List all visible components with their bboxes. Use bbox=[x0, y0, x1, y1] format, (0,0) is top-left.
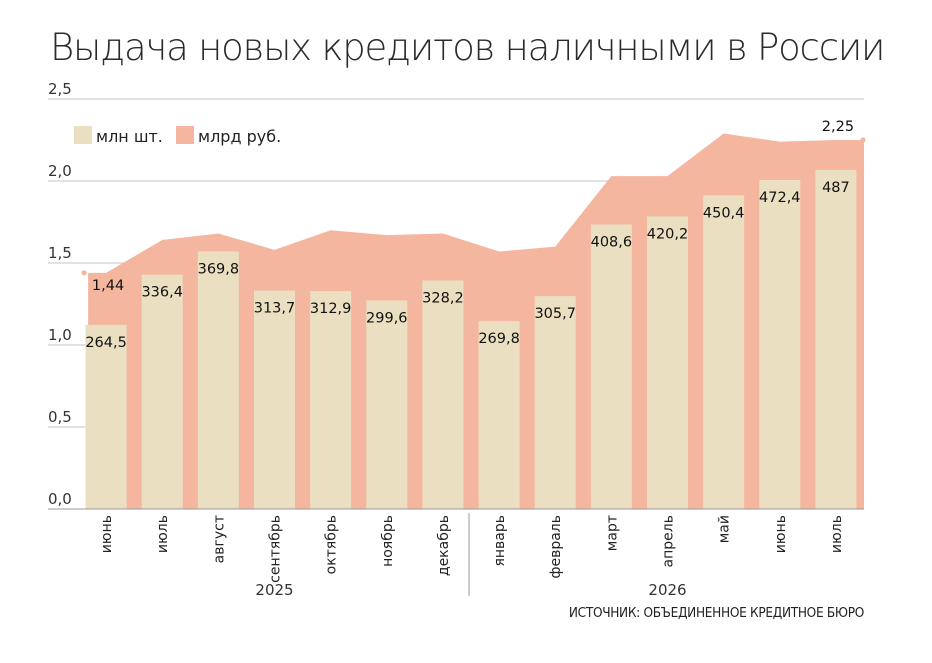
legend-swatch-area bbox=[176, 126, 194, 144]
bar-value-label: 450,4 bbox=[703, 205, 745, 221]
x-tick-label: сентябрь bbox=[268, 515, 284, 583]
bar bbox=[647, 216, 688, 509]
bar bbox=[141, 274, 183, 509]
x-tick-label: июнь bbox=[773, 515, 789, 553]
area-point bbox=[81, 270, 87, 276]
bar-series bbox=[85, 169, 857, 510]
y-tick-label: 2,0 bbox=[48, 162, 72, 180]
bar-value-label: 313,7 bbox=[254, 301, 296, 317]
x-tick-label: январь bbox=[492, 515, 508, 567]
bar bbox=[197, 251, 239, 509]
bar-value-label: 408,6 bbox=[591, 234, 633, 250]
y-tick-label: 1,5 bbox=[48, 244, 72, 262]
bar-value-label: 312,9 bbox=[310, 301, 352, 317]
bar bbox=[310, 291, 352, 509]
legend-swatch-bars bbox=[74, 126, 92, 144]
legend-label-bars: млн шт. bbox=[96, 127, 163, 146]
x-tick-label: май bbox=[717, 515, 733, 543]
bar-value-label: 305,7 bbox=[534, 306, 576, 322]
data-labels: 264,5 336,4 369,8 313,7 312,9 299,6 328,2 269,8… bbox=[85, 119, 854, 351]
y-tick-label: 0,5 bbox=[48, 408, 72, 426]
bar-value-label: 487 bbox=[822, 180, 850, 196]
bar bbox=[254, 290, 295, 509]
bar-value-label: 328,2 bbox=[422, 290, 464, 306]
area-value-label: 2,25 bbox=[822, 119, 854, 135]
bar bbox=[815, 169, 857, 510]
x-tick-label: июнь bbox=[99, 515, 115, 553]
x-tick-label: февраль bbox=[548, 515, 564, 579]
x-tick-label: октябрь bbox=[324, 515, 340, 574]
y-tick-label: 1,0 bbox=[48, 326, 72, 344]
x-tick-label: июль bbox=[829, 515, 845, 553]
axes: июнь июль август сентябрь октябрь ноябрь декаб… bbox=[48, 508, 864, 599]
x-tick-label: июль bbox=[155, 515, 171, 553]
year-label: 2026 bbox=[648, 581, 686, 599]
bar-value-label: 299,6 bbox=[366, 310, 408, 326]
bar bbox=[422, 280, 464, 509]
bar-value-label: 269,8 bbox=[478, 331, 520, 347]
legend: млн шт. млрд руб. bbox=[74, 126, 281, 146]
y-tick-label: 0,0 bbox=[48, 490, 72, 508]
bar-value-label: 472,4 bbox=[759, 190, 801, 206]
area-value-label: 1,44 bbox=[92, 278, 124, 294]
bar-value-label: 420,2 bbox=[647, 226, 689, 242]
bar-value-label: 336,4 bbox=[141, 285, 183, 301]
bar bbox=[478, 321, 520, 509]
bar bbox=[534, 296, 576, 509]
x-tick-label: август bbox=[211, 515, 227, 563]
bar bbox=[759, 180, 801, 509]
area-point bbox=[860, 137, 866, 143]
year-label: 2025 bbox=[255, 581, 293, 599]
bar-value-label: 264,5 bbox=[85, 335, 127, 351]
chart-title: Выдача новых кредитов наличными в России bbox=[50, 26, 885, 69]
bar bbox=[703, 195, 745, 509]
bar bbox=[590, 224, 632, 509]
x-tick-label: март bbox=[604, 515, 620, 551]
bar bbox=[366, 300, 408, 509]
bar-value-label: 369,8 bbox=[198, 261, 240, 277]
legend-label-area: млрд руб. bbox=[198, 127, 281, 146]
x-tick-label: апрель bbox=[661, 515, 677, 567]
y-tick-label: 2,5 bbox=[48, 80, 72, 98]
x-tick-label: декабрь bbox=[436, 515, 452, 576]
bar bbox=[85, 324, 127, 509]
x-tick-label: ноябрь bbox=[380, 515, 396, 567]
source-note: ИСТОЧНИК: ОБЪЕДИНЕННОЕ КРЕДИТНОЕ БЮРО bbox=[568, 605, 864, 621]
